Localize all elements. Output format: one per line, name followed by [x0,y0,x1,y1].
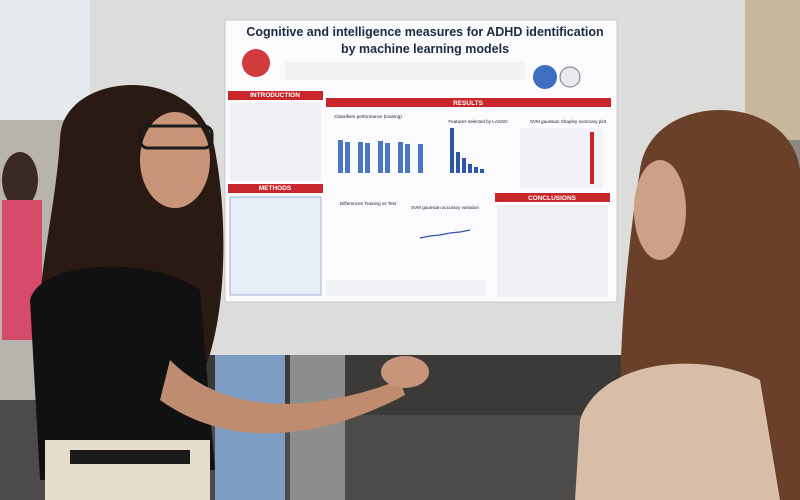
logo [242,49,270,77]
figure-title: Features selected by LASSO [448,119,508,124]
feature-illustration [450,128,484,173]
poster: Cognitive and intelligence measures for … [224,19,618,303]
poster-title: Cognitive and intelligence measures for … [246,25,603,39]
person-head [2,152,38,208]
glasses [138,124,214,150]
authors-block [285,62,525,80]
shirt [30,266,215,480]
shap-illustration [520,128,602,188]
bar-illustration [338,140,423,173]
visitor [575,110,800,500]
section-heading: CONCLUSIONS [528,195,577,202]
section-heading: METHODS [259,185,292,192]
figure-title: SVM gaussian Shapley summary plot [530,119,607,124]
trousers [45,440,210,500]
section-heading: RESULTS [453,100,484,107]
figure-title: Classifiers performance (training) [334,114,402,119]
section-bar [495,193,610,202]
section-bar [228,184,323,193]
text-block [497,205,608,297]
figure-title: Differences Training vs Test [340,201,397,206]
figure-title: SVM gaussian accuracy variation [411,205,479,210]
section-bar [326,98,611,107]
section-bar [228,91,323,100]
line-illustration [419,229,471,239]
shirt [575,363,780,500]
methods-diagram [229,196,322,296]
poster-title: by machine learning models [341,42,509,56]
face [634,160,686,260]
section-heading: INTRODUCTION [250,92,300,99]
belt [70,450,190,464]
references [326,280,486,296]
brain-logo [533,65,557,89]
hand [381,356,429,388]
presenter [30,85,429,500]
cn-logo [559,66,581,88]
shap-colorbar [590,132,594,184]
face [140,112,210,208]
arm [160,360,405,434]
text-block [230,103,321,181]
